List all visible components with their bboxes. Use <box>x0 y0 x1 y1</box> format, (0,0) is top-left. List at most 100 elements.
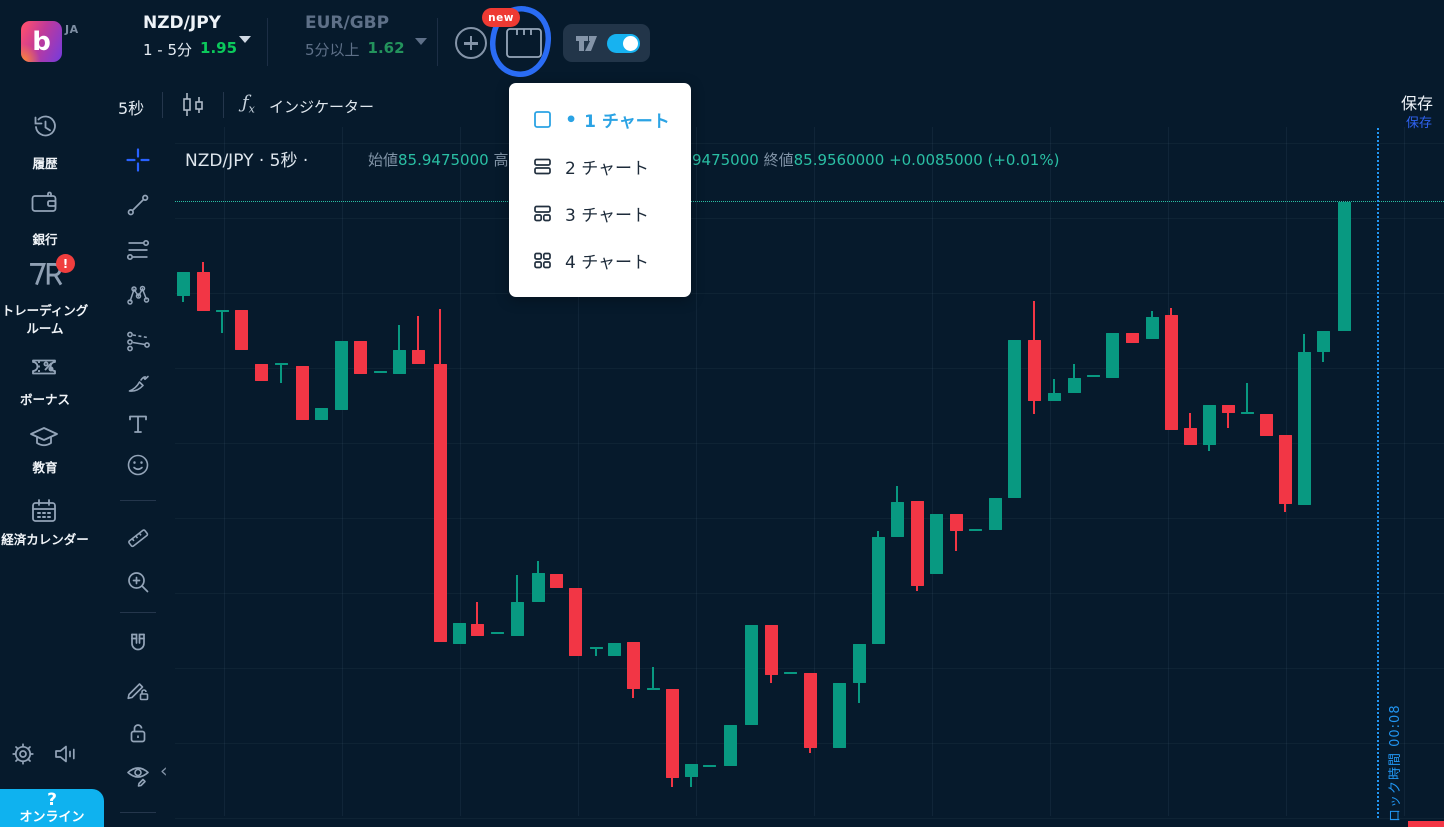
candle-body <box>568 588 582 656</box>
save-link[interactable]: 保存 <box>1406 116 1433 131</box>
grid-line-vertical <box>578 127 579 816</box>
menu-item-1-chart[interactable]: • 1 チャート <box>509 96 691 143</box>
candle-wick <box>476 602 478 636</box>
online-help-button[interactable]: ? オンライン <box>0 789 104 827</box>
sidebar-item-label: 履歴 <box>32 156 58 171</box>
sidebar-item-label-line1: トレーディング <box>1 303 89 318</box>
layout-4-charts-icon <box>534 252 551 269</box>
xabcd-pattern-icon <box>127 285 150 305</box>
candle-body <box>1316 331 1330 352</box>
secondary-asset-selector[interactable]: EUR/GBP 5分以上 1.62 <box>305 13 405 60</box>
candle-doji <box>215 310 229 312</box>
divider <box>267 18 268 66</box>
active-asset-timeframe: 1 - 5分 <box>143 41 193 59</box>
brush-icon <box>128 375 149 392</box>
sidebar-item-education[interactable]: 教育 <box>0 423 90 479</box>
brush-tool[interactable] <box>126 371 150 395</box>
emoji-tool[interactable] <box>126 453 150 477</box>
divider <box>162 92 163 118</box>
candle-body <box>254 364 268 381</box>
save-button[interactable]: 保存 <box>1401 94 1434 113</box>
sidebar-item-bonus[interactable]: ボーナス <box>0 352 90 410</box>
chevron-down-icon[interactable] <box>415 38 427 45</box>
candle-body <box>295 366 309 420</box>
sidebar-item-history[interactable]: 履歴 <box>0 112 90 171</box>
candle-body <box>176 272 190 296</box>
menu-item-4-charts[interactable]: 4 チャート <box>509 237 691 284</box>
change-value: +0.0085000 (+0.01%) <box>889 151 1060 169</box>
xabcd-pattern-tool[interactable] <box>126 283 150 307</box>
candle-doji <box>702 765 716 767</box>
candle-body <box>1337 202 1351 331</box>
menu-item-2-charts[interactable]: 2 チャート <box>509 143 691 190</box>
grid-line-horizontal <box>175 218 1444 219</box>
sidebar-item-economic-calendar[interactable]: 経済カレンダー <box>0 496 90 552</box>
add-asset-button[interactable] <box>455 27 487 59</box>
crosshair-tool[interactable] <box>126 148 150 172</box>
candle-body <box>549 574 563 588</box>
indicators-button[interactable]: インジケーター <box>269 98 375 116</box>
trend-line-tool[interactable] <box>126 193 150 217</box>
candle-body <box>433 364 447 642</box>
chart-layout-button[interactable] <box>505 26 543 60</box>
grid-line-vertical <box>696 127 697 816</box>
candle-wick <box>595 648 597 656</box>
chart-legend-ohlc-left: 始値85.9475000 高 <box>368 149 508 170</box>
timeframe-button[interactable]: 5秒 <box>118 99 145 118</box>
lock-all-tool[interactable] <box>126 721 150 745</box>
sound-button[interactable] <box>53 742 79 766</box>
grid-line-horizontal <box>175 143 1444 144</box>
text-tool[interactable] <box>126 412 150 436</box>
fib-retracement-icon <box>126 239 150 261</box>
active-asset-selector[interactable]: NZD/JPY 1 - 5分 1.95 <box>143 13 237 60</box>
ruler-icon <box>128 529 149 548</box>
candle-body <box>411 350 425 364</box>
measure-tool[interactable] <box>126 526 150 550</box>
candles-icon <box>183 93 203 116</box>
chevron-down-icon[interactable] <box>239 36 251 43</box>
grid-line-horizontal <box>175 368 1444 369</box>
hide-drawings-tool[interactable] <box>126 763 150 787</box>
grid-line-vertical <box>932 127 933 816</box>
lock-time-line <box>1377 128 1379 818</box>
sidebar-item-trading-room[interactable]: トレーディング ルーム <box>0 258 90 338</box>
grid-line-horizontal <box>175 593 1444 594</box>
magnet-tool[interactable] <box>126 631 150 655</box>
secondary-asset-name: EUR/GBP <box>305 13 390 33</box>
candle-body <box>1047 393 1061 401</box>
fib-retracement-tool[interactable] <box>126 238 150 262</box>
secondary-asset-timeframe: 5分以上 <box>305 41 360 59</box>
grid-line-horizontal <box>175 668 1444 669</box>
candle-body <box>1145 317 1159 339</box>
lock-time-label: ロック時間 00:08 <box>1388 704 1403 822</box>
fx-icon[interactable]: ƒx <box>242 92 255 116</box>
candle-style-button[interactable] <box>180 91 206 119</box>
drawing-lock-tool[interactable] <box>126 678 150 702</box>
candle-body <box>890 502 904 537</box>
sidebar-item-bank[interactable]: 銀行 <box>0 188 90 247</box>
forecast-tool[interactable] <box>126 328 150 352</box>
zoom-in-tool[interactable] <box>126 570 150 594</box>
collapse-toolbar-button[interactable]: ‹ <box>160 760 168 782</box>
crosshair-icon <box>126 148 150 172</box>
candle-body <box>334 341 348 410</box>
tradingview-toggle[interactable] <box>607 33 640 53</box>
selected-bullet: • <box>565 108 578 131</box>
close-value: 85.9560000 <box>793 151 885 169</box>
eye-pencil-icon <box>127 767 149 787</box>
wallet-icon <box>31 191 57 212</box>
layout-3-charts-icon <box>534 205 551 222</box>
menu-item-label: 3 チャート <box>565 206 650 226</box>
candle-body <box>1027 340 1041 401</box>
forecast-icon <box>127 331 150 352</box>
app-logo[interactable]: b <box>21 21 62 62</box>
candle-doji <box>373 371 387 373</box>
candle-body <box>1105 333 1119 378</box>
settings-button[interactable] <box>11 742 35 766</box>
menu-item-3-charts[interactable]: 3 チャート <box>509 190 691 237</box>
sidebar-item-label-line2: ルーム <box>26 321 64 336</box>
candle-wick <box>221 311 223 333</box>
active-asset-payout: 1.95 <box>200 39 238 57</box>
